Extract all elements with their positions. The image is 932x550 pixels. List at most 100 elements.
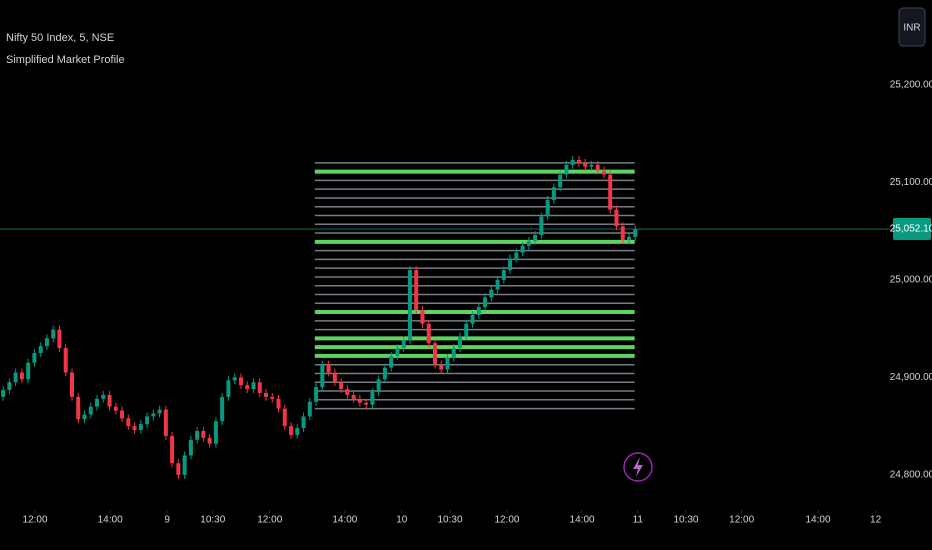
candle-body (270, 396, 275, 399)
alert-icon[interactable] (623, 452, 653, 482)
candle-body (595, 164, 600, 171)
y-tick-label: 25,200.00 (890, 79, 932, 90)
candle-body (69, 372, 74, 397)
candle-body (145, 416, 150, 425)
candle-body (1, 390, 6, 397)
candle-body (470, 314, 475, 324)
candle-body (107, 394, 112, 407)
candle-body (13, 372, 18, 383)
candle-body (332, 372, 337, 383)
candle-body (558, 174, 563, 188)
candle-body (514, 252, 519, 259)
x-tick-label: 10:30 (200, 515, 225, 526)
y-tick-label: 24,900.00 (890, 372, 932, 383)
candle-body (163, 409, 168, 436)
candle-body (76, 396, 81, 420)
candle-body (464, 323, 469, 337)
currency-button-label[interactable]: INR (903, 23, 920, 34)
indicator-legend: Simplified Market Profile (6, 54, 125, 66)
candle-body (483, 297, 488, 308)
candle-body (364, 402, 369, 405)
candle-body (151, 413, 156, 417)
candle-body (307, 401, 312, 417)
plot-area (0, 156, 890, 479)
y-tick-label: 25,000.00 (890, 275, 932, 286)
y-tick-label: 24,800.00 (890, 470, 932, 481)
candle-body (620, 226, 625, 240)
x-tick-label: 14:00 (806, 515, 831, 526)
x-tick-label: 10:30 (437, 515, 462, 526)
candle-body (188, 439, 193, 456)
candle-body (420, 310, 425, 324)
candle-body (232, 377, 237, 381)
x-tick-label: 12:00 (23, 515, 48, 526)
candle-body (382, 367, 387, 380)
candle-body (238, 377, 243, 386)
symbol-legend: Nifty 50 Index, 5, NSE (6, 32, 114, 44)
candle-body (539, 216, 544, 236)
candle-body (113, 406, 118, 411)
x-tick-label: 12:00 (257, 515, 282, 526)
candle-body (351, 394, 356, 399)
candle-body (501, 270, 506, 280)
candle-body (314, 387, 319, 402)
candle-body (458, 336, 463, 349)
candle-body (432, 343, 437, 365)
candle-body (345, 389, 350, 395)
candle-body (57, 329, 62, 349)
candle-body (95, 398, 100, 407)
candle-body (195, 431, 200, 440)
candle-body (251, 382, 256, 390)
candle-body (601, 170, 606, 175)
x-tick-label: 14:00 (98, 515, 123, 526)
candle-body (263, 392, 269, 397)
x-tick-label: 9 (164, 515, 170, 526)
alert-bolt[interactable] (633, 457, 643, 477)
candle-body (589, 164, 594, 167)
x-tick-label: 10:30 (673, 515, 698, 526)
candle-body (132, 426, 137, 431)
candle-body (245, 385, 250, 390)
last-price-box (893, 218, 931, 241)
candle-body (451, 348, 456, 358)
candle-body (407, 270, 412, 341)
x-tick-label: 10 (396, 515, 408, 526)
candle-body (213, 421, 218, 444)
candle-body (282, 408, 287, 427)
candle-body (401, 340, 406, 349)
candle-body (101, 394, 106, 399)
candle-body (88, 406, 93, 415)
candle-body (32, 353, 37, 363)
candle-body (633, 229, 638, 237)
candle-body (176, 463, 181, 475)
candle-body (157, 409, 162, 414)
candle-body (326, 364, 331, 373)
currency-button[interactable] (898, 7, 926, 47)
candle-body (489, 289, 494, 298)
candle-body (395, 348, 400, 356)
candle-body (44, 338, 49, 347)
candle-body (170, 435, 175, 464)
candle-body (495, 279, 500, 290)
candle-body (614, 209, 619, 227)
candle-body (126, 418, 131, 427)
candle-body (570, 159, 575, 165)
candle-body (226, 380, 231, 397)
candle-body (289, 426, 294, 435)
candle-body (414, 270, 419, 311)
candle-body (120, 410, 125, 419)
candle-body (520, 245, 525, 253)
candle-body (608, 174, 613, 210)
candle-body (583, 162, 588, 167)
candle-body (257, 382, 262, 393)
candle-body (551, 187, 556, 200)
x-tick-label: 12:00 (729, 515, 754, 526)
candle-body (220, 396, 225, 422)
x-tick-label: 11 (633, 515, 644, 526)
x-tick-label: 14:00 (332, 515, 357, 526)
candle-body (276, 398, 281, 409)
candle-body (389, 355, 394, 368)
alert-circle[interactable] (623, 452, 653, 482)
